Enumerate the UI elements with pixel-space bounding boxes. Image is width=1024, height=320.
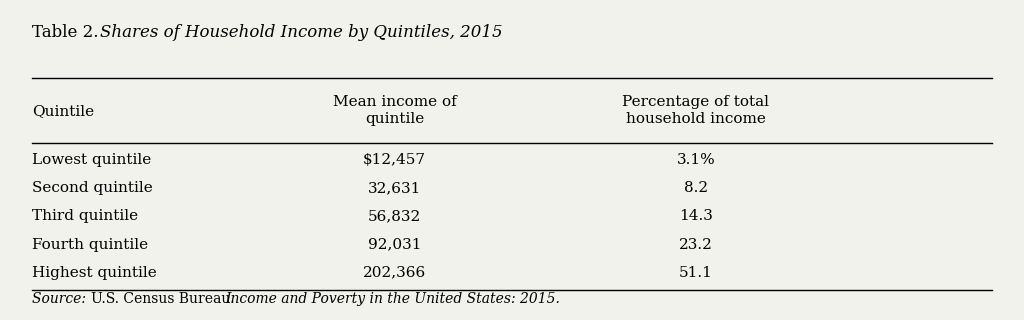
Text: 14.3: 14.3 xyxy=(679,209,713,223)
Text: Percentage of total
household income: Percentage of total household income xyxy=(623,95,769,126)
Text: Table 2.: Table 2. xyxy=(32,24,103,41)
Text: 56,832: 56,832 xyxy=(368,209,421,223)
Text: Source:: Source: xyxy=(32,292,90,306)
Text: Shares of Household Income by Quintiles, 2015: Shares of Household Income by Quintiles,… xyxy=(100,24,503,41)
Text: U.S. Census Bureau.: U.S. Census Bureau. xyxy=(91,292,240,306)
Text: 23.2: 23.2 xyxy=(679,237,713,252)
Text: 51.1: 51.1 xyxy=(679,266,713,280)
Text: 8.2: 8.2 xyxy=(684,181,708,195)
Text: Income and Poverty in the United States: 2015.: Income and Poverty in the United States:… xyxy=(225,292,560,306)
Text: 202,366: 202,366 xyxy=(362,266,426,280)
Text: 3.1%: 3.1% xyxy=(677,153,715,167)
Text: Fourth quintile: Fourth quintile xyxy=(32,237,148,252)
Text: Second quintile: Second quintile xyxy=(32,181,153,195)
Text: $12,457: $12,457 xyxy=(364,153,426,167)
Text: 32,631: 32,631 xyxy=(368,181,421,195)
Text: Quintile: Quintile xyxy=(32,104,94,118)
Text: Lowest quintile: Lowest quintile xyxy=(32,153,152,167)
Text: Third quintile: Third quintile xyxy=(32,209,138,223)
Text: 92,031: 92,031 xyxy=(368,237,421,252)
Text: Highest quintile: Highest quintile xyxy=(32,266,157,280)
Text: Mean income of
quintile: Mean income of quintile xyxy=(333,95,457,126)
